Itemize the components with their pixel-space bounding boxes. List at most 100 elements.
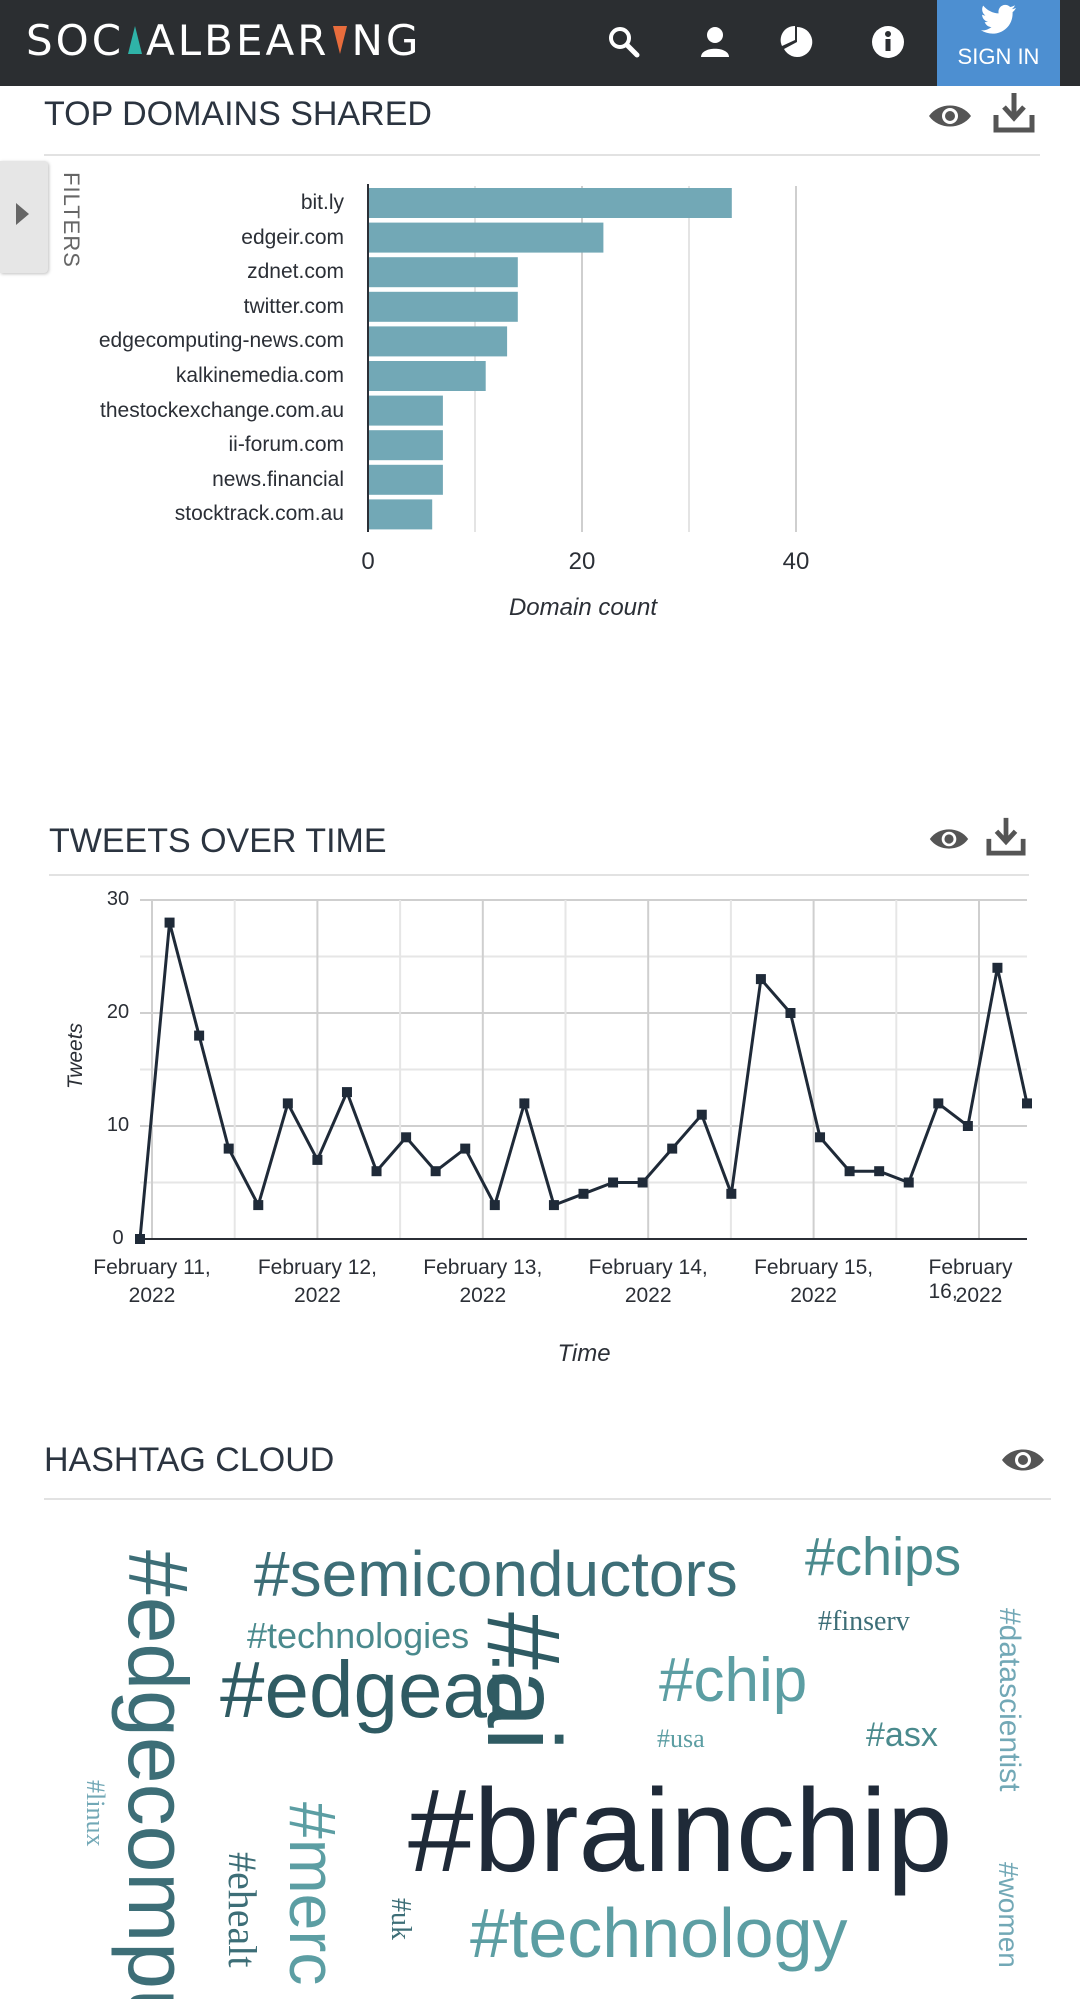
data-point <box>223 1143 234 1154</box>
bar <box>368 464 443 495</box>
pie-chart-icon[interactable] <box>777 22 817 62</box>
y-tick-label: 0 <box>112 1227 124 1249</box>
bar-category-label: edgecomputing-news.com <box>98 329 344 353</box>
x-tick-label: 0 <box>361 548 375 575</box>
hashtag-word[interactable]: #edgeai <box>220 1645 505 1734</box>
eye-icon[interactable] <box>926 92 974 140</box>
sign-in-button[interactable]: SIGN IN <box>937 0 1060 86</box>
bar-category-label: stocktrack.com.au <box>174 502 344 526</box>
data-point <box>135 1234 145 1244</box>
filters-toggle-button[interactable] <box>0 161 48 273</box>
domains-x-axis-title: Domain count <box>508 594 658 621</box>
data-point <box>608 1177 619 1188</box>
x-tick-label: 40 <box>782 548 810 575</box>
bar <box>368 188 732 218</box>
bar <box>368 222 604 253</box>
x-tick-label: 20 <box>568 548 596 575</box>
bar <box>368 499 433 530</box>
eye-icon[interactable] <box>999 1436 1047 1484</box>
hashtag-word[interactable]: #edgecomput <box>111 1550 205 1999</box>
bar <box>368 430 443 461</box>
section-divider <box>44 154 1040 156</box>
bar-category-label: twitter.com <box>243 294 344 318</box>
data-point <box>194 1030 205 1041</box>
hashtag-word[interactable]: #uk <box>385 1898 416 1940</box>
hashtag-word[interactable]: #datascientist <box>993 1608 1026 1792</box>
tweets-y-axis-title: Tweets <box>64 1022 87 1090</box>
hashtag-word[interactable]: #chip <box>659 1646 808 1715</box>
logo-text-part: ALBEAR <box>146 15 330 65</box>
user-icon[interactable] <box>695 22 735 62</box>
data-point <box>460 1143 471 1154</box>
search-icon[interactable] <box>604 22 644 62</box>
x-tick-label: February 15, <box>754 1256 874 1279</box>
data-point <box>933 1098 944 1109</box>
section-divider <box>44 1498 1051 1500</box>
x-tick-label: 2022 <box>128 1284 176 1307</box>
hashtag-word[interactable]: #ai <box>465 1612 581 1751</box>
bar-category-label: news.financial <box>212 467 344 491</box>
x-tick-label: 2022 <box>459 1284 507 1307</box>
data-point <box>341 1087 352 1098</box>
download-icon[interactable] <box>982 812 1030 860</box>
y-tick-label: 10 <box>106 1114 130 1136</box>
bar-category-label: bit.ly <box>300 191 344 214</box>
bar-category-label: thestockexchange.com.au <box>100 398 344 422</box>
x-tick-label: 2022 <box>624 1284 672 1307</box>
bar <box>368 257 518 288</box>
data-point <box>844 1166 855 1177</box>
hashtag-word[interactable]: #merc <box>276 1802 350 1986</box>
domains-chart-svg <box>367 184 797 532</box>
logo-text-part: NG <box>351 15 422 65</box>
top-navbar: SOC ALBEAR NG SIGN IN <box>0 0 1080 86</box>
hashtag-word[interactable]: #usa <box>657 1724 705 1753</box>
x-tick-label: 2022 <box>955 1284 1003 1307</box>
data-point <box>992 962 1003 973</box>
twitter-bird-icon <box>981 4 1016 34</box>
tweets-chart-svg <box>135 899 1032 1244</box>
hashtag-word[interactable]: #semiconductors <box>254 1538 738 1610</box>
bar <box>368 361 486 391</box>
data-point <box>164 917 175 928</box>
hashtag-word[interactable]: #technologies <box>247 1615 470 1656</box>
x-tick-label: February 12, <box>257 1256 377 1279</box>
x-tick-label: February 14, <box>588 1256 708 1279</box>
hashtag-cloud: #semiconductors #chips #technologies #fi… <box>0 1500 1080 1999</box>
data-point <box>489 1200 500 1211</box>
hashtag-word[interactable]: #women <box>993 1862 1024 1968</box>
data-point <box>282 1098 293 1109</box>
bar <box>368 326 508 357</box>
x-tick-label: February 16, <box>928 1256 1013 1303</box>
data-point <box>637 1177 648 1188</box>
data-point <box>696 1109 707 1120</box>
data-point <box>903 1177 914 1188</box>
data-point <box>253 1200 264 1211</box>
tweets-x-axis-title: Time <box>557 1340 611 1367</box>
logo-teal-i-mark <box>128 26 143 54</box>
download-icon[interactable] <box>990 88 1038 136</box>
data-point <box>312 1154 323 1165</box>
hashtag-word[interactable]: #ehealt <box>220 1852 265 1968</box>
chevron-right-icon <box>16 203 29 225</box>
hashtag-word[interactable]: #technology <box>470 1894 848 1972</box>
hashtag-cloud-title: HASHTAG CLOUD <box>44 1441 335 1479</box>
hashtag-word[interactable]: #linux <box>81 1780 110 1847</box>
data-point <box>755 974 766 985</box>
section-divider <box>49 874 1029 876</box>
bar <box>368 395 443 426</box>
data-point <box>1022 1098 1032 1109</box>
data-point <box>578 1188 589 1199</box>
data-point <box>726 1188 737 1199</box>
eye-icon[interactable] <box>925 815 973 863</box>
hashtag-word[interactable]: #brainchip <box>408 1765 953 1897</box>
hashtag-word[interactable]: #finserv <box>818 1606 910 1637</box>
bar-category-label: ii-forum.com <box>228 433 344 457</box>
bar <box>368 291 518 322</box>
data-point <box>785 1008 796 1018</box>
data-point <box>962 1121 973 1131</box>
hashtag-word[interactable]: #asx <box>866 1716 938 1754</box>
info-icon[interactable] <box>868 22 908 62</box>
logo-orange-i-mark <box>333 26 348 54</box>
socialbearing-logo[interactable]: SOC ALBEAR NG <box>26 14 421 66</box>
hashtag-word[interactable]: #chips <box>805 1527 962 1587</box>
